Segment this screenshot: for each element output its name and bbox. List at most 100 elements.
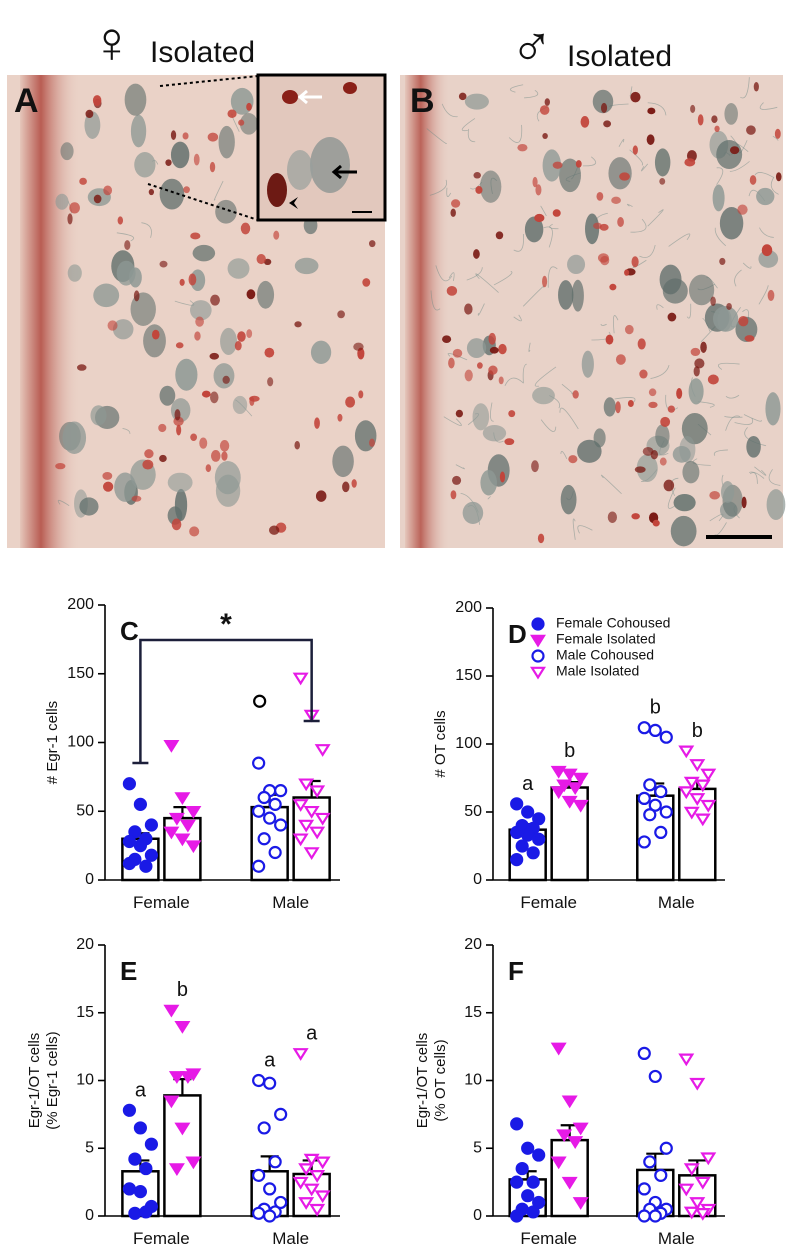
data-point	[133, 839, 147, 853]
cell	[719, 207, 744, 240]
significance-mark: *	[220, 608, 232, 641]
data-point	[122, 1103, 136, 1117]
panel-label: C	[120, 616, 139, 646]
data-point	[700, 768, 717, 782]
image-title: Isolated	[567, 40, 672, 73]
data-point	[274, 784, 288, 798]
data-point	[309, 1203, 326, 1217]
nucleus	[77, 364, 87, 371]
cell	[79, 497, 99, 516]
nucleus	[450, 208, 456, 217]
cell	[213, 363, 235, 389]
fiber	[560, 451, 568, 460]
nucleus	[499, 471, 506, 483]
nucleus	[117, 216, 124, 225]
data-point	[689, 793, 706, 806]
cell	[670, 515, 697, 547]
data-point	[268, 1155, 282, 1169]
data-point	[314, 1156, 331, 1170]
legend-marker	[530, 666, 546, 680]
data-point	[144, 848, 158, 862]
fiber	[528, 342, 531, 352]
data-point	[526, 1175, 540, 1189]
data-point	[648, 723, 662, 738]
nucleus	[103, 185, 113, 196]
nucleus	[744, 335, 755, 342]
cell	[60, 142, 74, 161]
y-axis-label: (% Egr-1 cells)	[44, 1031, 61, 1129]
data-point	[659, 1141, 673, 1155]
data-point	[521, 1141, 535, 1155]
nucleus	[605, 334, 614, 345]
y-tick-label: 50	[76, 802, 94, 819]
nucleus	[452, 348, 463, 358]
cell	[593, 428, 606, 448]
data-point	[303, 805, 320, 819]
data-point	[252, 1168, 266, 1182]
nucleus	[615, 401, 621, 414]
data-point	[550, 1156, 567, 1170]
fiber	[582, 156, 597, 167]
nucleus	[246, 329, 253, 339]
nucleus	[596, 192, 604, 201]
fiber	[697, 401, 715, 408]
nucleus	[517, 143, 528, 152]
nucleus	[362, 278, 371, 287]
nucleus	[646, 134, 655, 145]
panel-label: E	[120, 956, 137, 986]
data-point	[263, 1182, 277, 1196]
nucleus	[489, 346, 499, 354]
nucleus	[179, 278, 185, 286]
nucleus	[741, 496, 747, 509]
nucleus	[652, 519, 660, 527]
fiber	[534, 366, 557, 387]
nucleus	[369, 240, 376, 248]
cell	[542, 149, 562, 182]
fiber	[744, 427, 767, 447]
cell	[480, 469, 497, 496]
nucleus	[600, 255, 610, 266]
nucleus	[193, 153, 200, 166]
nucleus	[464, 303, 473, 315]
data-point	[298, 1197, 315, 1210]
nucleus	[67, 213, 73, 225]
data-point	[694, 1207, 711, 1221]
data-point	[678, 745, 695, 759]
nucleus	[237, 331, 246, 342]
data-point	[654, 825, 668, 840]
cell	[558, 280, 574, 310]
x-tick-label: Female	[520, 1229, 577, 1246]
y-tick-label: 100	[455, 735, 482, 752]
data-point	[252, 1073, 266, 1088]
data-point	[689, 1197, 706, 1210]
fiber	[122, 428, 131, 434]
data-point	[292, 1048, 309, 1061]
data-point	[572, 1122, 589, 1136]
data-point	[309, 1170, 326, 1183]
data-point	[303, 1183, 320, 1197]
nucleus	[710, 296, 716, 306]
fiber	[448, 272, 455, 281]
data-point	[550, 1042, 567, 1056]
cell	[239, 113, 258, 135]
data-point	[510, 852, 524, 867]
fiber	[725, 415, 741, 431]
nucleus	[103, 481, 114, 492]
fiber	[116, 232, 135, 242]
nucleus	[775, 172, 782, 182]
x-tick-label: Male	[658, 893, 695, 912]
data-point	[648, 1209, 662, 1223]
nucleus	[624, 269, 630, 276]
nucleus	[207, 132, 219, 142]
data-point	[561, 1095, 578, 1109]
cell	[636, 454, 658, 482]
data-point	[659, 805, 673, 819]
panel-label: D	[508, 619, 527, 649]
fiber	[441, 103, 458, 118]
group-letter: b	[650, 697, 661, 719]
nucleus	[210, 294, 220, 306]
cell	[143, 324, 166, 358]
cell	[532, 386, 555, 405]
fiber	[667, 487, 676, 509]
fiber	[650, 365, 670, 379]
